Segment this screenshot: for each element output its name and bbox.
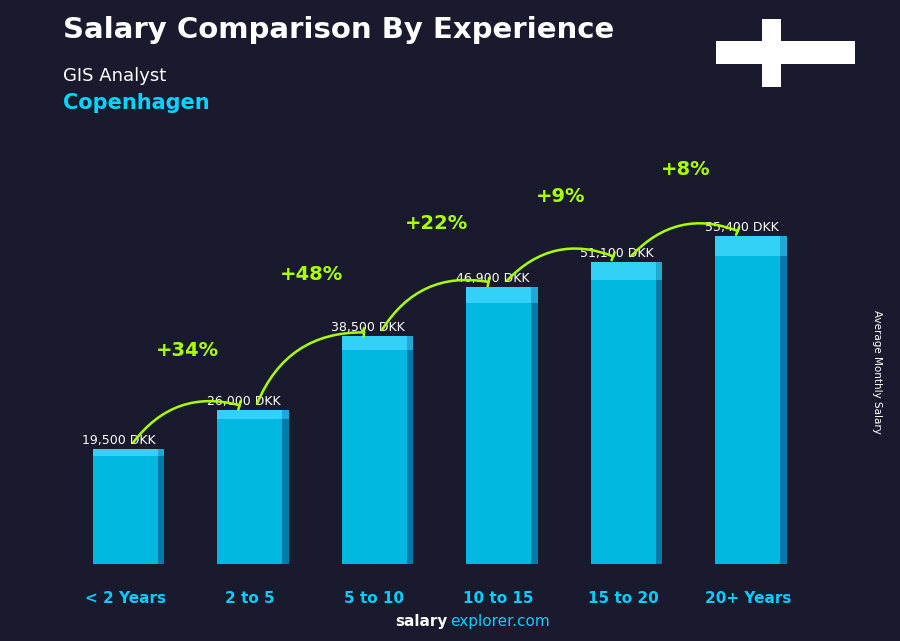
Text: +9%: +9% — [536, 187, 586, 206]
Text: +34%: +34% — [156, 341, 219, 360]
Bar — [716, 237, 780, 256]
Text: explorer.com: explorer.com — [450, 615, 550, 629]
Bar — [716, 237, 780, 564]
Polygon shape — [282, 410, 289, 564]
Bar — [466, 287, 531, 303]
FancyBboxPatch shape — [716, 42, 855, 64]
Polygon shape — [282, 410, 289, 419]
Polygon shape — [407, 337, 413, 564]
Text: 20+ Years: 20+ Years — [705, 591, 791, 606]
Polygon shape — [780, 237, 787, 564]
Polygon shape — [655, 262, 662, 564]
Polygon shape — [531, 287, 537, 303]
Bar — [93, 449, 158, 564]
Text: Copenhagen: Copenhagen — [63, 93, 210, 113]
Text: Salary Comparison By Experience: Salary Comparison By Experience — [63, 16, 614, 44]
Text: < 2 Years: < 2 Years — [85, 591, 166, 606]
Bar — [218, 410, 282, 419]
Bar — [591, 262, 655, 564]
Text: 15 to 20: 15 to 20 — [588, 591, 659, 606]
Text: +8%: +8% — [661, 160, 710, 179]
Text: 5 to 10: 5 to 10 — [344, 591, 404, 606]
Text: 55,400 DKK: 55,400 DKK — [705, 221, 778, 235]
Text: 19,500 DKK: 19,500 DKK — [82, 434, 156, 447]
Text: +22%: +22% — [405, 213, 468, 233]
Polygon shape — [158, 449, 164, 564]
Bar — [93, 449, 158, 456]
Bar — [591, 262, 655, 280]
Polygon shape — [655, 262, 662, 280]
Bar — [342, 337, 407, 350]
Text: 51,100 DKK: 51,100 DKK — [580, 247, 653, 260]
Text: 26,000 DKK: 26,000 DKK — [207, 395, 280, 408]
Bar — [342, 337, 407, 564]
Text: 10 to 15: 10 to 15 — [464, 591, 534, 606]
Bar — [218, 410, 282, 564]
Polygon shape — [407, 337, 413, 350]
Text: 2 to 5: 2 to 5 — [225, 591, 274, 606]
Text: Average Monthly Salary: Average Monthly Salary — [872, 310, 883, 434]
Polygon shape — [780, 237, 787, 256]
FancyBboxPatch shape — [761, 19, 781, 87]
Text: salary: salary — [395, 615, 447, 629]
Text: 38,500 DKK: 38,500 DKK — [331, 321, 405, 335]
Polygon shape — [531, 287, 537, 564]
Text: +48%: +48% — [281, 265, 344, 285]
Text: GIS Analyst: GIS Analyst — [63, 67, 166, 85]
Text: 46,900 DKK: 46,900 DKK — [455, 272, 529, 285]
Bar — [466, 287, 531, 564]
Polygon shape — [158, 449, 164, 456]
